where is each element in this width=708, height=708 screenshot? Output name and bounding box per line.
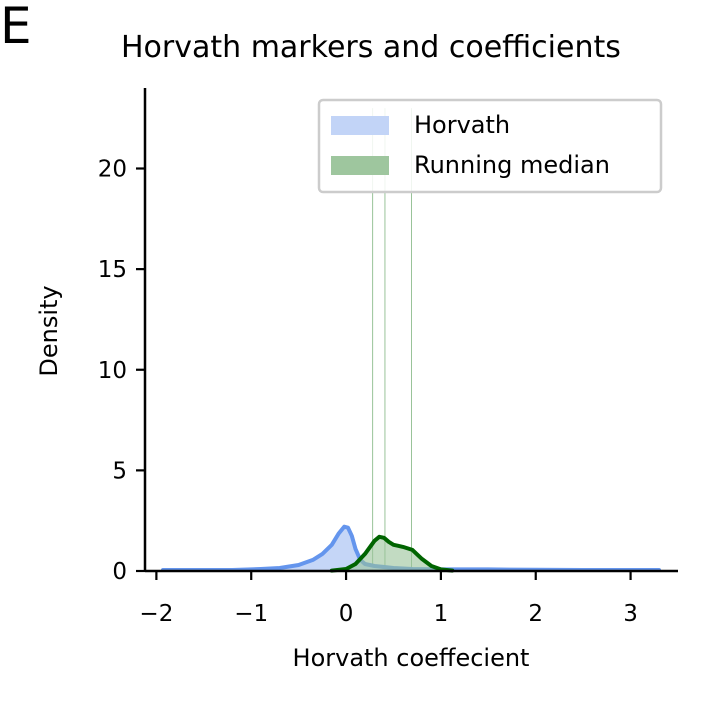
legend: Horvath Running median bbox=[317, 98, 663, 194]
axes: −2 −1 0 1 2 3 0 5 10 15 20 bbox=[98, 88, 678, 627]
y-tick-label: 10 bbox=[98, 358, 127, 384]
legend-swatch-1 bbox=[331, 116, 389, 135]
series-2-area bbox=[331, 536, 453, 571]
y-tick-label: 15 bbox=[98, 257, 127, 283]
x-tick-label: 1 bbox=[434, 601, 449, 627]
x-axis-label: Horvath coeffecient bbox=[293, 644, 530, 672]
plot-area bbox=[161, 108, 661, 573]
series-1-line bbox=[161, 524, 661, 572]
x-tick-label: −1 bbox=[234, 601, 268, 627]
y-tick-label: 20 bbox=[98, 157, 127, 183]
legend-label-2: Running median bbox=[414, 151, 610, 179]
legend-swatch-2 bbox=[331, 156, 389, 175]
legend-label-1: Horvath bbox=[414, 111, 510, 139]
x-tick-label: −2 bbox=[139, 601, 173, 627]
x-tick-label: 3 bbox=[623, 601, 638, 627]
y-tick-label: 0 bbox=[112, 559, 127, 585]
panel-letter: E bbox=[0, 0, 32, 55]
series-2-line bbox=[329, 534, 455, 573]
x-tick-label: 0 bbox=[339, 601, 354, 627]
legend-box bbox=[317, 98, 663, 194]
y-tick-label: 5 bbox=[112, 458, 127, 484]
x-tick-label: 2 bbox=[528, 601, 543, 627]
chart-title: Horvath markers and coefficients bbox=[121, 30, 621, 65]
y-axis-label: Density bbox=[35, 285, 63, 376]
